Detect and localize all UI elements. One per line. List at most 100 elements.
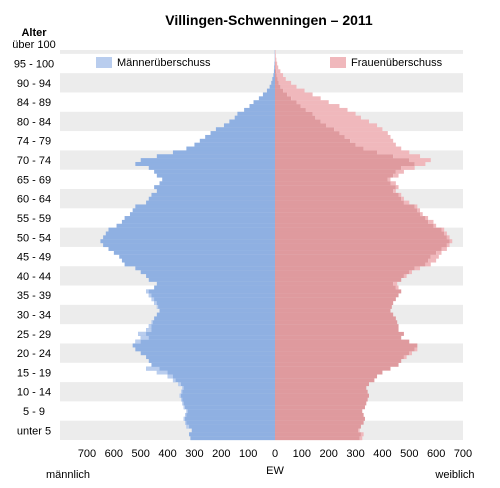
female-bar: [275, 65, 276, 70]
age-group-label: 90 - 94: [17, 78, 51, 90]
legend-male-surplus-label: Männerüberschuss: [117, 57, 211, 69]
female-surplus-bar: [277, 77, 286, 82]
x-tick-label: 600: [105, 448, 123, 460]
female-bar: [275, 424, 361, 429]
male-bar: [156, 312, 275, 317]
female-bar: [275, 277, 402, 282]
male-bar: [135, 161, 275, 166]
female-bar: [275, 111, 313, 116]
female-surplus-bar: [403, 273, 407, 278]
female-surplus-bar: [393, 154, 421, 159]
male-surplus-bar: [183, 416, 186, 421]
female-bar: [275, 412, 364, 417]
female-surplus-bar: [275, 61, 278, 66]
female-surplus-bar: [441, 227, 445, 232]
female-bar: [275, 401, 367, 406]
female-surplus-bar: [276, 69, 281, 74]
male-bar: [121, 258, 276, 263]
male-surplus-bar: [186, 409, 188, 414]
female-bar: [275, 88, 284, 93]
female-bar: [275, 308, 391, 313]
male-bar: [124, 262, 275, 267]
female-bar: [275, 351, 410, 356]
female-surplus-bar: [350, 138, 394, 143]
age-group-label: 40 - 44: [17, 271, 51, 283]
male-bar: [183, 405, 275, 410]
female-bar: [275, 250, 437, 255]
female-bar: [275, 204, 415, 209]
male-bar: [135, 347, 275, 352]
male-bar: [113, 250, 275, 255]
male-surplus-bar: [135, 339, 141, 344]
female-surplus-bar: [436, 250, 442, 255]
male-bar: [154, 169, 275, 174]
female-surplus-bar: [377, 150, 410, 155]
female-bar: [275, 142, 356, 147]
female-surplus-bar: [425, 262, 431, 267]
female-surplus-bar: [344, 134, 391, 139]
female-bar: [275, 227, 442, 232]
male-bar: [185, 412, 275, 417]
male-surplus-bar: [186, 424, 190, 429]
female-bar: [275, 181, 391, 186]
male-bar: [229, 119, 275, 124]
male-bar: [148, 324, 275, 329]
male-bar: [156, 189, 275, 194]
male-bar: [100, 239, 275, 244]
female-surplus-bar: [283, 88, 305, 93]
male-bar: [148, 165, 275, 170]
male-surplus-bar: [140, 335, 149, 340]
age-group-label: 60 - 64: [17, 194, 51, 206]
female-bar: [275, 123, 327, 128]
female-surplus-bar: [414, 204, 418, 209]
male-bar: [148, 277, 275, 282]
female-surplus-bar: [430, 254, 439, 259]
male-bar: [148, 196, 275, 201]
male-surplus-bar: [151, 320, 153, 325]
age-group-label: 55 - 59: [17, 213, 51, 225]
female-surplus-bar: [395, 169, 404, 174]
age-band: [60, 73, 463, 93]
male-bar: [132, 208, 275, 213]
male-surplus-bar: [182, 385, 184, 390]
male-bar: [124, 216, 275, 221]
age-group-label: über 100: [12, 39, 55, 51]
female-surplus-bar: [305, 107, 348, 112]
female-surplus-bar: [414, 266, 421, 271]
female-surplus-bar: [360, 432, 364, 437]
female-surplus-bar: [395, 285, 399, 290]
female-surplus-bar: [312, 111, 356, 116]
female-bar: [275, 374, 378, 379]
female-bar: [275, 216, 426, 221]
male-bar: [269, 84, 275, 89]
female-surplus-bar: [444, 231, 447, 236]
female-surplus-bar: [433, 223, 437, 228]
age-group-label: 35 - 39: [17, 290, 51, 302]
female-surplus-bar: [428, 258, 437, 263]
male-bar: [183, 416, 275, 421]
female-bar: [275, 77, 278, 82]
male-surplus-bar: [182, 401, 184, 406]
male-bar: [273, 73, 275, 78]
male-bar: [121, 219, 276, 224]
female-bar: [275, 200, 404, 205]
male-bar: [103, 243, 275, 248]
male-bar: [140, 351, 275, 356]
female-surplus-bar: [393, 173, 399, 178]
female-bar: [275, 69, 277, 74]
female-bar: [275, 262, 426, 267]
x-tick-label: 100: [293, 448, 311, 460]
female-surplus-bar: [291, 96, 321, 101]
age-group-label: 20 - 24: [17, 348, 51, 360]
female-bar: [275, 154, 394, 159]
female-bar: [275, 416, 365, 421]
female-surplus-bar: [276, 73, 284, 78]
female-bar: [275, 370, 383, 375]
male-bar: [156, 281, 275, 286]
female-surplus-bar: [446, 243, 450, 248]
male-bar: [262, 92, 275, 97]
age-group-label: 80 - 84: [17, 116, 51, 128]
female-bar: [275, 115, 316, 120]
chart-title: Villingen-Schwenningen – 2011: [165, 12, 373, 28]
